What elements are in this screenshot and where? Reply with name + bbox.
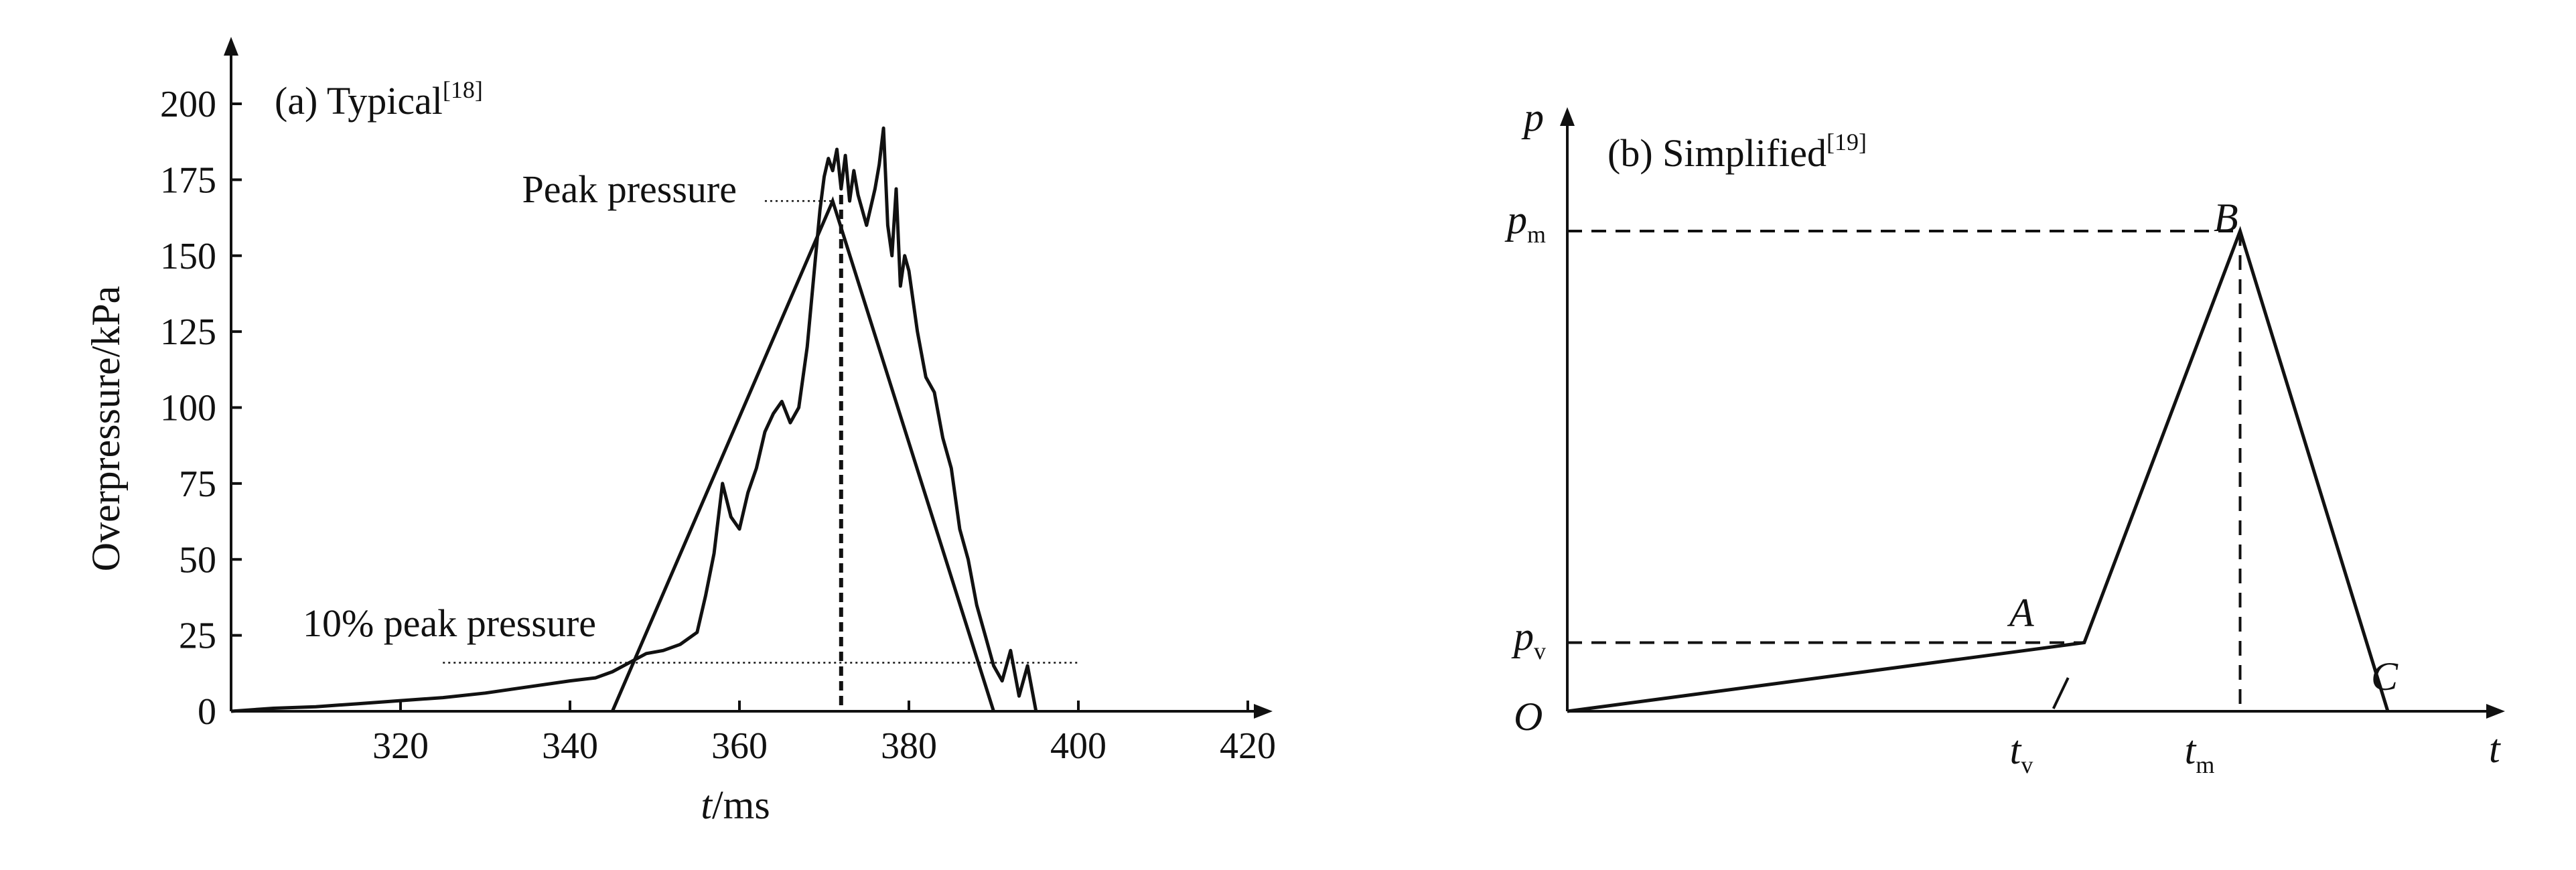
panel-a-x-label-var: t xyxy=(701,783,713,827)
panel-a-x-label-unit: /ms xyxy=(712,783,770,827)
simplified-pressure-profile xyxy=(1567,226,2390,713)
t-v-tick-mark xyxy=(2052,677,2070,709)
panel-a-y-tick-label: 100 xyxy=(160,388,216,429)
panel-a-y-arrow xyxy=(224,37,238,56)
t-m-sub: m xyxy=(2196,751,2214,778)
panel-a-x-tick-label: 360 xyxy=(711,725,768,767)
panel-a-y-tick-label: 0 xyxy=(198,691,216,733)
panel-a-x-tick-label: 420 xyxy=(1220,725,1276,767)
t-v-base: t xyxy=(2010,728,2022,772)
panel-a-x-tick-label: 340 xyxy=(542,725,598,767)
p-m-label: pm xyxy=(1504,198,1546,248)
panel-a-x-arrow xyxy=(1254,704,1273,719)
panel-a-x-ticks: 320 340 360 380 400 420 xyxy=(372,701,1276,767)
panel-a-y-tick-label: 175 xyxy=(160,159,216,201)
point-a-label: A xyxy=(2007,591,2034,635)
panel-a-y-ticks: 0 25 50 75 100 125 150 175 200 xyxy=(160,84,242,733)
panel-a-title-ref: [18] xyxy=(443,76,483,103)
panel-a-x-axis-label: t/ms xyxy=(701,783,770,827)
panel-a-y-tick-label: 50 xyxy=(179,539,216,581)
panel-b-y-arrow xyxy=(1560,107,1575,126)
panel-a-x-tick-label: 320 xyxy=(372,725,429,767)
panel-a-y-tick-label: 25 xyxy=(179,615,216,657)
panel-b-axes xyxy=(1560,107,2505,719)
t-v-label: tv xyxy=(2010,728,2033,778)
panel-a-y-tick-label: 125 xyxy=(160,311,216,353)
panel-b-title: (b) Simplified[19] xyxy=(1607,129,1867,175)
panel-a-y-axis-label: Overpressure/kPa xyxy=(84,286,128,572)
triangle-approximation-line xyxy=(611,196,995,712)
panel-a-axes xyxy=(224,37,1273,719)
t-v-sub: v xyxy=(2021,751,2033,778)
ten-percent-annotation: 10% peak pressure xyxy=(303,601,596,645)
panel-b-x-arrow xyxy=(2486,704,2505,719)
panel-a-y-tick-label: 75 xyxy=(179,463,216,505)
point-o-label: O xyxy=(1514,695,1543,739)
p-m-sub: m xyxy=(1527,221,1546,248)
panel-b-simplified: (b) Simplified[19] p t pm pv tv tm O A B… xyxy=(1504,95,2505,778)
panel-a-x-tick-label: 400 xyxy=(1050,725,1106,767)
p-v-sub: v xyxy=(1534,638,1546,664)
p-v-label: pv xyxy=(1511,614,1546,664)
measured-pressure-curve xyxy=(230,126,1038,713)
point-c-label: C xyxy=(2371,654,2399,699)
peak-pressure-annotation: Peak pressure xyxy=(522,167,737,211)
panel-b-title-text: (b) Simplified xyxy=(1607,131,1827,175)
p-v-base: p xyxy=(1511,614,1534,658)
panel-a-series xyxy=(230,126,1038,713)
panel-a-title: (a) Typical[18] xyxy=(275,76,483,123)
panel-b-y-axis-label: p xyxy=(1521,95,1544,139)
p-m-base: p xyxy=(1504,198,1527,242)
panel-b-title-ref: [19] xyxy=(1827,129,1867,155)
panel-b-lines xyxy=(1567,226,2390,713)
t-m-label: tm xyxy=(2185,728,2215,778)
panel-a-title-text: (a) Typical xyxy=(275,79,443,123)
panel-b-x-axis-label: t xyxy=(2489,727,2501,771)
point-b-label: B xyxy=(2214,196,2238,240)
panel-a-y-tick-label: 200 xyxy=(160,84,216,125)
panel-a-typical: 0 25 50 75 100 125 150 175 200 320 340 360 380 400 42… xyxy=(84,37,1276,827)
panel-a-x-tick-label: 380 xyxy=(881,725,937,767)
panel-a-reference-lines xyxy=(443,195,1078,711)
t-m-base: t xyxy=(2185,728,2197,772)
panel-a-y-tick-label: 150 xyxy=(160,236,216,277)
